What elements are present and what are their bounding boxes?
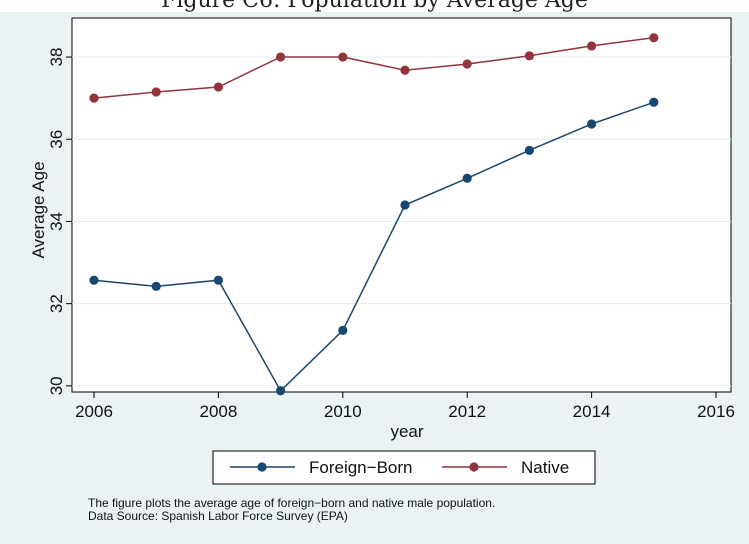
data-source-note: Data Source: Spanish Labor Force Survey … — [88, 509, 348, 523]
legend-label: Native — [521, 458, 569, 477]
gridlines — [72, 56, 731, 387]
data-point — [587, 119, 597, 129]
figure-note: The figure plots the average age of fore… — [88, 496, 495, 510]
data-point — [89, 93, 99, 103]
data-point — [524, 51, 535, 61]
y-tick-label: 32 — [47, 294, 66, 313]
series-line-1 — [93, 101, 655, 393]
data-point — [400, 200, 410, 210]
axes: 30 32 34 36 38 2006 2008 2010 2012 2014 2016 — [47, 48, 735, 421]
x-tick-label: 2006 — [75, 402, 113, 421]
y-tick-label: 36 — [47, 130, 66, 149]
data-point — [338, 325, 348, 335]
x-tick-label: 2012 — [448, 402, 486, 421]
data-point — [276, 52, 286, 62]
x-tick-label: 2014 — [573, 402, 611, 421]
data-point — [213, 275, 223, 285]
y-axis-title: Average Age — [29, 161, 48, 258]
data-point — [151, 87, 161, 97]
x-tick-label: 2016 — [697, 402, 735, 421]
data-point — [462, 173, 472, 183]
data-point — [151, 281, 161, 291]
legend-label: Foreign−Born — [309, 458, 412, 477]
data-point — [276, 386, 286, 396]
data-point — [400, 65, 410, 75]
data-point — [338, 52, 348, 62]
data-point — [462, 59, 472, 69]
data-point — [649, 33, 659, 43]
data-point — [524, 145, 535, 155]
data-point — [649, 97, 659, 107]
series-line-2 — [93, 36, 654, 99]
y-tick-label: 30 — [47, 376, 66, 395]
legend-marker — [469, 462, 479, 472]
x-tick-label: 2008 — [199, 402, 237, 421]
y-tick-label: 38 — [47, 48, 66, 67]
series — [89, 33, 659, 396]
legend: Foreign−Born Native — [212, 450, 596, 485]
x-axis-title: year — [390, 422, 423, 441]
chart-title: Figure C6: Population by Average Age — [161, 0, 588, 13]
x-tick-label: 2010 — [324, 402, 362, 421]
legend-marker — [257, 462, 267, 472]
data-point — [213, 82, 223, 92]
data-point — [89, 275, 99, 285]
y-tick-label: 34 — [47, 212, 66, 231]
data-point — [587, 41, 597, 51]
